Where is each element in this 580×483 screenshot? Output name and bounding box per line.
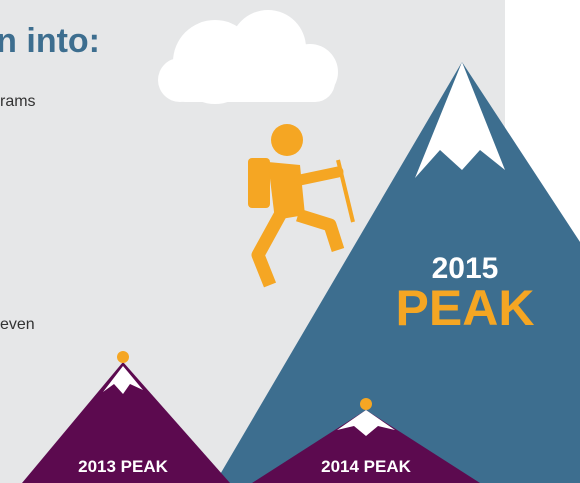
heading: n into:: [0, 22, 100, 60]
infographic: n into: rams even 2015 PEAK 2013 PEAK 20…: [0, 0, 580, 483]
peak-label: PEAK: [396, 280, 535, 336]
peak-label: 2014 PEAK: [321, 457, 411, 476]
peak-dot: [360, 398, 372, 410]
peak-label: 2013 PEAK: [78, 457, 168, 476]
body-text: even: [0, 316, 35, 333]
page: {"heading": "n into:", "text_lines": ["r…: [0, 0, 580, 483]
peak-dot: [117, 351, 129, 363]
body-text: rams: [0, 93, 36, 110]
